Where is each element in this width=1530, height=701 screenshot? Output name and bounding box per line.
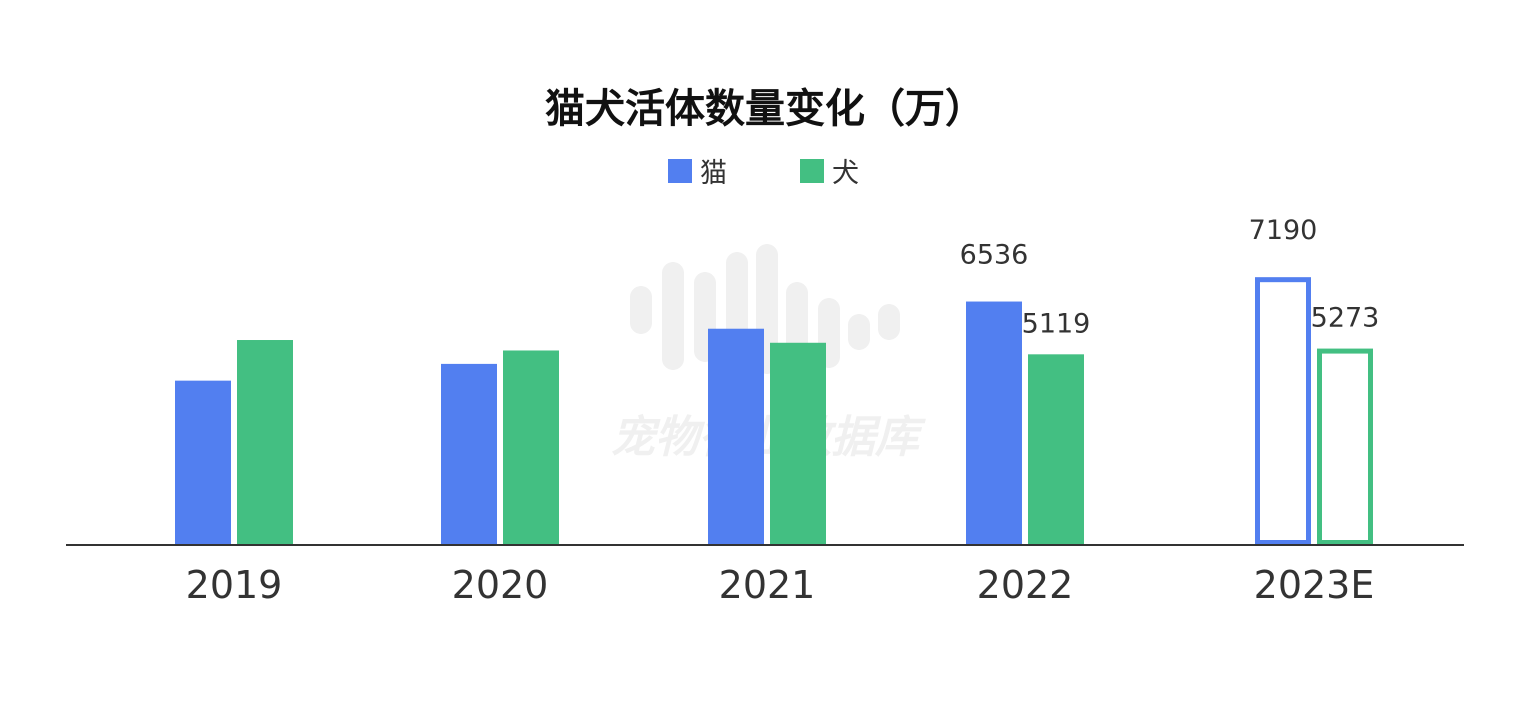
data-label-dog-2023E: 5273 <box>1311 303 1380 334</box>
bar-cat-2021 <box>708 328 764 545</box>
data-label-dog-2022: 5119 <box>1022 308 1091 339</box>
bar-cat-2020 <box>441 363 497 545</box>
bar-dog-2023E <box>1317 348 1373 545</box>
x-tick-label-2022: 2022 <box>977 563 1074 607</box>
x-tick-label-2020: 2020 <box>452 563 549 607</box>
legend-swatch-cat <box>668 159 692 183</box>
data-labels-group: 6536 5119 7190 5273 <box>960 215 1380 339</box>
data-label-cat-2022: 6536 <box>960 240 1029 271</box>
x-tick-label-2023E: 2023E <box>1254 563 1375 607</box>
bar-dog-2021 <box>770 342 826 545</box>
watermark: 宠物行业数据库 <box>611 244 926 463</box>
x-tick-label-2021: 2021 <box>719 563 816 607</box>
data-label-cat-2023E: 7190 <box>1249 215 1318 246</box>
bar-dog-2019 <box>237 340 293 545</box>
bars-group <box>175 277 1373 545</box>
legend: 猫 犬 <box>668 158 859 189</box>
bar-cat-2023E <box>1255 277 1311 545</box>
legend-label-dog: 犬 <box>832 158 859 189</box>
bar-dog-2020 <box>503 350 559 545</box>
bar-cat-2022 <box>966 301 1022 545</box>
bar-dog-2022 <box>1028 354 1084 545</box>
legend-label-cat: 猫 <box>700 158 727 189</box>
x-tick-label-2019: 2019 <box>186 563 283 607</box>
legend-swatch-dog <box>800 159 824 183</box>
bar-cat-2019 <box>175 380 231 545</box>
x-tick-labels: 2019 2020 2021 2022 2023E <box>186 563 1375 607</box>
chart-title: 猫犬活体数量变化（万） <box>545 86 985 132</box>
watermark-logo-icon <box>630 244 900 394</box>
watermark-text: 宠物行业数据库 <box>611 412 926 463</box>
